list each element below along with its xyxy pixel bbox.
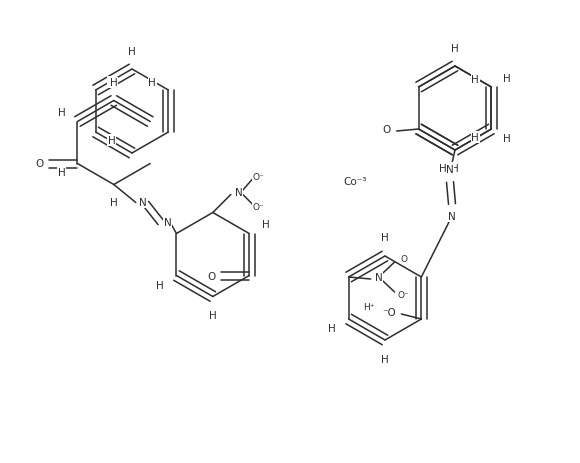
Text: H: H [451, 44, 459, 54]
Text: H: H [503, 74, 511, 84]
Text: H: H [439, 163, 447, 174]
Text: O: O [35, 159, 44, 169]
Text: H: H [472, 75, 479, 85]
Text: H: H [503, 134, 511, 144]
Text: H: H [108, 136, 115, 146]
Text: H: H [472, 133, 479, 143]
Text: O⁻: O⁻ [398, 291, 409, 300]
Text: O⁻: O⁻ [253, 202, 264, 212]
Text: N: N [446, 165, 454, 175]
Text: H: H [58, 168, 66, 178]
Text: H: H [381, 354, 389, 364]
Text: H: H [381, 232, 389, 243]
Text: H: H [262, 219, 270, 230]
Text: O: O [207, 271, 215, 281]
Text: O⁻: O⁻ [253, 173, 264, 181]
Text: H: H [156, 281, 164, 290]
Text: O: O [382, 125, 391, 135]
Text: H: H [328, 324, 336, 334]
Text: ⁻O: ⁻O [382, 307, 396, 317]
Text: N: N [448, 212, 456, 221]
Text: H⁺: H⁺ [364, 303, 375, 312]
Text: N: N [375, 272, 382, 282]
Text: H: H [110, 78, 118, 88]
Text: N: N [139, 198, 147, 208]
Text: H: H [209, 311, 217, 321]
Text: H: H [58, 108, 66, 118]
Text: H: H [451, 44, 459, 54]
Text: H: H [451, 163, 459, 174]
Text: H: H [108, 78, 115, 88]
Text: H: H [128, 47, 136, 57]
Text: N: N [164, 218, 172, 228]
Text: Co⁻³: Co⁻³ [343, 176, 367, 187]
Text: H: H [110, 198, 118, 208]
Text: H: H [148, 78, 156, 88]
Text: N: N [235, 188, 242, 198]
Text: O: O [400, 255, 407, 264]
